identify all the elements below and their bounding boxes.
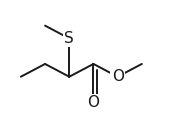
Text: S: S (64, 31, 74, 46)
Text: O: O (112, 69, 124, 84)
Text: O: O (87, 95, 100, 110)
